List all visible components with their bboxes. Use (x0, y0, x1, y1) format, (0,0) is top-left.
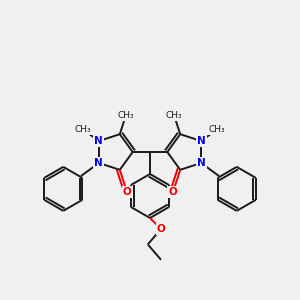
Text: CH₃: CH₃ (74, 125, 91, 134)
Text: O: O (169, 187, 177, 197)
Text: N: N (197, 136, 206, 146)
Text: N: N (94, 158, 103, 168)
Text: CH₃: CH₃ (166, 111, 182, 120)
Text: N: N (94, 136, 103, 146)
Text: O: O (157, 224, 165, 234)
Text: CH₃: CH₃ (209, 125, 226, 134)
Text: N: N (197, 158, 206, 168)
Text: CH₃: CH₃ (118, 111, 134, 120)
Text: O: O (123, 187, 131, 197)
